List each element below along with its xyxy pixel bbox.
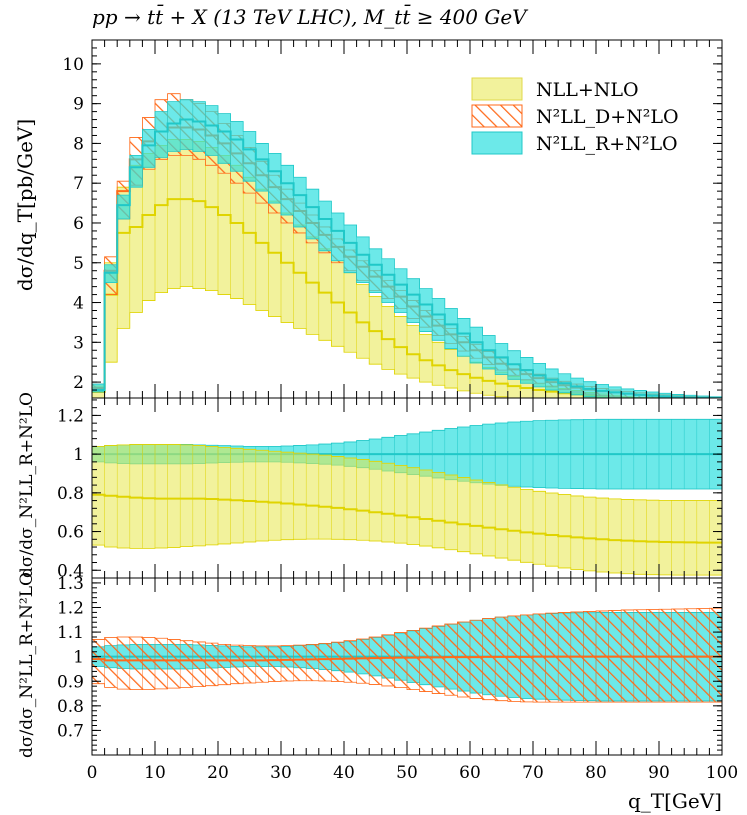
legend-swatch-n2ll-d	[471, 104, 523, 128]
central-nll-nlo-ratio1	[92, 493, 722, 544]
xtick-label: 40	[333, 763, 355, 783]
legend-swatch-n2ll-r	[471, 131, 523, 155]
legend-swatch-nll-nlo	[471, 77, 523, 101]
ytick-label-main: 10	[62, 55, 84, 75]
panel-main: 2 3 4 5 6 7 8 9 10	[62, 39, 723, 399]
ytick-label-main: 4	[73, 294, 84, 314]
plot-area-ratio1	[92, 418, 722, 576]
ytick-label-ratio1: 1.2	[57, 406, 84, 426]
ytick-label-main: 5	[73, 254, 84, 274]
plot-area-ratio2	[92, 607, 722, 703]
ytick-label-main: 6	[73, 214, 84, 234]
xtick-label: 90	[648, 763, 670, 783]
ytick-label-ratio2: 0.7	[57, 721, 84, 741]
ratio1-ylabel: dσ/dσ_N²LL_R+N²LO	[17, 392, 37, 578]
panel-ratio1: 0.4 0.6 0.8 1 1.2	[57, 397, 723, 581]
ratio2-ylabel: dσ/dσ_N²LL_R+N²LO	[17, 572, 37, 758]
bin-nll-nlo-ratio1	[709, 500, 722, 576]
xtick-label: 80	[585, 763, 607, 783]
ytick-label-ratio1: 1	[73, 445, 84, 465]
ytick-label-ratio2: 0.8	[57, 697, 84, 717]
ytick-label-main: 3	[73, 333, 84, 353]
ytick-label-ratio2: 1	[73, 648, 84, 668]
xtick-label: 0	[87, 763, 98, 783]
xtick-label: 20	[207, 763, 229, 783]
ytick-label-ratio2: 1.1	[57, 623, 84, 643]
ytick-label-ratio1: 0.4	[57, 561, 84, 581]
ytick-label-ratio1: 0.8	[57, 484, 84, 504]
ytick-label-main: 9	[73, 95, 84, 115]
chart-legend: NLL+NLO N²LL_D+N²LO N²LL_R+N²LO	[471, 77, 679, 155]
legend-label-nll-nlo: NLL+NLO	[536, 79, 639, 101]
panel-ratio2: 0.7 0.8 0.9 1 1.1 1.2 1.3	[57, 574, 723, 756]
main-ylabel: dσ/dq_T[pb/GeV]	[13, 119, 37, 291]
ytick-label-ratio2: 0.9	[57, 672, 84, 692]
ytick-label-main: 2	[73, 373, 84, 393]
ytick-label-ratio2: 1.3	[57, 574, 84, 594]
ytick-label-ratio2: 1.2	[57, 599, 84, 619]
ytick-label-ratio1: 0.6	[57, 523, 84, 543]
xtick-label: 100	[706, 763, 738, 783]
bin-n-ll-d-n-lo-ratio2	[709, 607, 722, 703]
central-n-ll-d-n-lo-ratio2	[92, 655, 722, 662]
ytick-label-main: 7	[73, 174, 84, 194]
x-axis-label: q_T[GeV]	[628, 789, 722, 813]
chart-title: pp → tt̄ + X (13 TeV LHC), M_tt̄ ≥ 400 G…	[92, 4, 529, 29]
legend-label-n2ll-r: N²LL_R+N²LO	[536, 133, 678, 155]
xtick-label: 60	[459, 763, 481, 783]
chart-layers: 2 3 4 5 6 7 8 9 10 0.4 0.6 0.8 1 1.2 0.7 0.8 0.9 1 1.1 1.2 1…	[57, 39, 739, 783]
xtick-label: 30	[270, 763, 292, 783]
x-tick-labels: 0 10 20 30 40 50 60 70 80 90 100	[87, 763, 739, 783]
xtick-label: 70	[522, 763, 544, 783]
xtick-label: 50	[396, 763, 418, 783]
ytick-label-main: 8	[73, 134, 84, 154]
legend-label-n2ll-d: N²LL_D+N²LO	[536, 106, 679, 128]
xtick-label: 10	[144, 763, 166, 783]
